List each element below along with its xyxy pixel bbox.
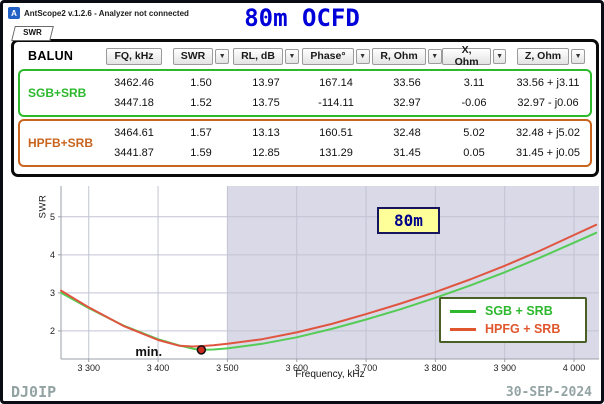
column-header-r-button[interactable]: R, Ohm: [372, 47, 426, 65]
table-cell: 1.59: [190, 147, 212, 159]
column-header-rl: RL, dB ▼: [232, 47, 300, 65]
column-header-balun: BALUN: [28, 49, 74, 63]
date-text: 30-SEP-2024: [505, 385, 592, 400]
x-tick-label: 3 700: [355, 363, 378, 373]
z-filter-dropdown-icon[interactable]: ▼: [571, 48, 586, 64]
y-tick-label: 5: [50, 212, 55, 222]
tab-swr-label: SWR: [23, 28, 42, 37]
series-line-1: [60, 223, 598, 348]
column-header-r: R, Ohm ▼: [372, 47, 442, 65]
table-cell: 5.02: [463, 127, 485, 139]
column-header-fq-button[interactable]: FQ, kHz: [106, 47, 162, 65]
column-header-phase-button[interactable]: Phase°: [302, 47, 354, 65]
column-header-z: Z, Ohm ▼: [506, 47, 596, 65]
table-cell: 13.75: [252, 97, 280, 109]
legend-label: HPFG + SRB: [485, 322, 561, 336]
measurement-table: BALUN FQ, kHz SWR ▼ RL, dB ▼ Phase° ▼ R,…: [11, 39, 599, 177]
x-filter-dropdown-icon[interactable]: ▼: [493, 48, 506, 64]
legend-label: SGB + SRB: [485, 304, 553, 318]
table-cell: 31.45 + j0.05: [516, 147, 580, 159]
callsign-text: DJ0IP: [11, 383, 57, 401]
y-tick-label: 4: [50, 250, 55, 260]
table-cell: 160.51: [319, 127, 353, 139]
table-cell: 33.56: [393, 77, 421, 89]
table-cell: 131.29: [319, 147, 353, 159]
x-tick-label: 3 500: [216, 363, 239, 373]
table-cell: 1.52: [190, 97, 212, 109]
table-header-row: BALUN FQ, kHz SWR ▼ RL, dB ▼ Phase° ▼ R,…: [14, 44, 596, 68]
antscope-app-icon: A: [8, 7, 20, 19]
table-cell: 167.14: [319, 77, 353, 89]
x-tick-label: 3 900: [493, 363, 516, 373]
group-label-sgb-srb: SGB+SRB: [28, 86, 87, 100]
table-cell: 32.97: [393, 97, 421, 109]
table-cell: 31.45: [393, 147, 421, 159]
r-filter-dropdown-icon[interactable]: ▼: [427, 48, 442, 64]
page-title: 80m OCFD: [232, 4, 372, 32]
phase-filter-dropdown-icon[interactable]: ▼: [355, 48, 370, 64]
legend-item: HPFG + SRB: [450, 322, 576, 336]
x-axis-label: Frequency, kHz: [295, 369, 365, 380]
table-cell: 13.13: [252, 127, 280, 139]
table-cell: -114.11: [318, 97, 354, 109]
column-header-fq: FQ, kHz: [98, 47, 170, 65]
column-header-swr: SWR ▼: [170, 47, 232, 65]
column-header-rl-button[interactable]: RL, dB: [233, 47, 283, 65]
group-label-hpfb-srb: HPFB+SRB: [28, 136, 94, 150]
min-label: min.: [135, 344, 162, 359]
table-cell: 33.56 + j3.11: [516, 77, 580, 89]
legend-line-swatch: [450, 309, 476, 313]
x-tick-label: 3 800: [424, 363, 447, 373]
tab-swr[interactable]: SWR: [11, 26, 54, 41]
table-cell: 32.48: [393, 127, 421, 139]
chart-legend: SGB + SRB HPFG + SRB: [439, 297, 587, 343]
x-tick-label: 3 300: [77, 363, 100, 373]
column-header-x: X, Ohm ▼: [442, 44, 506, 68]
table-cell: 1.50: [190, 77, 212, 89]
table-cell: 1.57: [190, 127, 212, 139]
table-cell: 32.48 + j5.02: [516, 127, 580, 139]
min-marker-dot: [196, 345, 207, 355]
column-header-z-button[interactable]: Z, Ohm: [516, 47, 570, 65]
table-cell: 0.05: [463, 147, 485, 159]
x-tick-label: 3 600: [285, 363, 308, 373]
x-tick-label: 3 400: [147, 363, 170, 373]
legend-line-swatch: [450, 327, 476, 331]
band-80m-label: 80m: [377, 207, 440, 234]
table-cell: 13.97: [252, 77, 280, 89]
table-cell: -0.06: [461, 97, 487, 109]
window-titlebar: A AntScope2 v.1.2.6 - Analyzer not conne…: [8, 7, 189, 19]
column-header-phase: Phase° ▼: [300, 47, 372, 65]
rl-filter-dropdown-icon[interactable]: ▼: [284, 48, 299, 64]
window-title: AntScope2 v.1.2.6 - Analyzer not connect…: [24, 8, 189, 18]
group-sgb-srb: SGB+SRB 3462.46 1.50 13.97 167.14 33.56 …: [18, 69, 592, 117]
x-tick-label: 4 000: [563, 363, 586, 373]
group-hpfb-srb: HPFB+SRB 3464.61 1.57 13.13 160.51 32.48…: [18, 119, 592, 167]
table-cell: 3447.18: [114, 97, 154, 109]
swr-filter-dropdown-icon[interactable]: ▼: [215, 48, 230, 64]
table-cell: 12.85: [252, 147, 280, 159]
y-axis-label: SWR: [37, 194, 49, 219]
y-tick-label: 2: [50, 326, 55, 336]
y-tick-label: 3: [50, 288, 55, 298]
legend-item: SGB + SRB: [450, 304, 576, 318]
column-header-swr-button[interactable]: SWR: [172, 47, 214, 65]
table-cell: 3464.61: [114, 127, 154, 139]
table-cell: 3462.46: [114, 77, 154, 89]
column-header-x-button[interactable]: X, Ohm: [442, 44, 492, 68]
table-cell: 3.11: [463, 77, 485, 89]
table-cell: 3441.87: [114, 147, 154, 159]
table-cell: 32.97 - j0.06: [517, 97, 579, 109]
